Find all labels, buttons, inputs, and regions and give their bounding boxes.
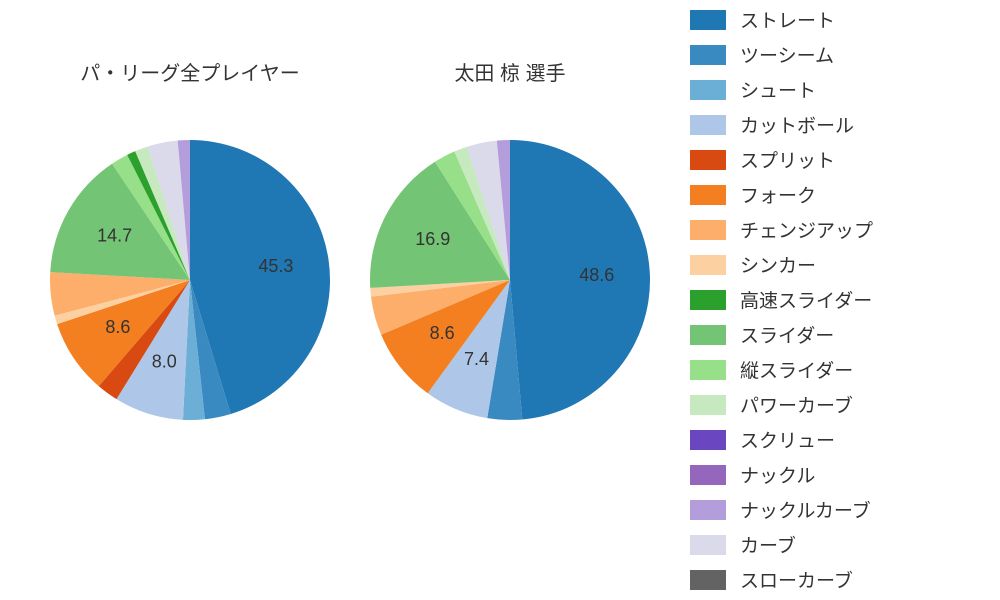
legend-item: カーブ — [690, 527, 990, 562]
legend-label: スプリット — [740, 146, 835, 173]
legend-label: 縦スライダー — [740, 356, 853, 383]
legend-label: ナックルカーブ — [740, 496, 871, 523]
legend-label: カーブ — [740, 531, 796, 558]
legend-swatch — [690, 465, 726, 485]
slice-value-label: 48.6 — [579, 265, 614, 285]
legend-item: シュート — [690, 72, 990, 107]
legend-swatch — [690, 570, 726, 590]
legend-swatch — [690, 150, 726, 170]
legend-swatch — [690, 10, 726, 30]
legend-item: チェンジアップ — [690, 212, 990, 247]
legend-item: 高速スライダー — [690, 282, 990, 317]
slice-value-label: 8.6 — [430, 323, 455, 343]
legend-item: スプリット — [690, 142, 990, 177]
legend-label: シンカー — [740, 251, 816, 278]
legend-label: パワーカーブ — [740, 391, 853, 418]
legend-item: スライダー — [690, 317, 990, 352]
pie-title: 太田 椋 選手 — [454, 62, 565, 85]
legend-label: スローカーブ — [740, 566, 853, 593]
slice-value-label: 8.0 — [152, 352, 177, 372]
slice-value-label: 45.3 — [258, 256, 293, 276]
legend-label: ストレート — [740, 6, 835, 33]
legend-item: ナックル — [690, 457, 990, 492]
legend-item: ツーシーム — [690, 37, 990, 72]
legend-label: スクリュー — [740, 426, 835, 453]
slice-value-label: 14.7 — [97, 226, 132, 246]
legend-swatch — [690, 220, 726, 240]
legend-item: パワーカーブ — [690, 387, 990, 422]
legend-label: スライダー — [740, 321, 834, 348]
legend-swatch — [690, 500, 726, 520]
legend-item: ストレート — [690, 2, 990, 37]
legend-label: ツーシーム — [740, 41, 834, 68]
legend: ストレートツーシームシュートカットボールスプリットフォークチェンジアップシンカー… — [690, 0, 990, 597]
legend-item: スクリュー — [690, 422, 990, 457]
chart-container: パ・リーグ全プレイヤー 45.3 8.0 8.6 14.7 太田 椋 選手 48.6 7.4 8… — [0, 0, 1000, 600]
legend-swatch — [690, 45, 726, 65]
legend-label: ナックル — [740, 461, 815, 488]
slice-value-label: 7.4 — [464, 349, 489, 369]
legend-swatch — [690, 535, 726, 555]
slice-value-label: 8.6 — [105, 317, 130, 337]
legend-label: シュート — [740, 76, 816, 103]
legend-swatch — [690, 115, 726, 135]
pie-charts-svg: パ・リーグ全プレイヤー 45.3 8.0 8.6 14.7 太田 椋 選手 48.6 7.4 8… — [0, 0, 680, 600]
slice-value-label: 16.9 — [415, 229, 450, 249]
pie-title: パ・リーグ全プレイヤー — [80, 62, 299, 85]
legend-label: フォーク — [740, 181, 816, 208]
legend-label: チェンジアップ — [740, 216, 873, 243]
legend-swatch — [690, 290, 726, 310]
legend-swatch — [690, 80, 726, 100]
legend-item: ナックルカーブ — [690, 492, 990, 527]
legend-label: 高速スライダー — [740, 286, 872, 313]
legend-swatch — [690, 395, 726, 415]
legend-item: フォーク — [690, 177, 990, 212]
legend-swatch — [690, 430, 726, 450]
legend-item: 縦スライダー — [690, 352, 990, 387]
legend-label: カットボール — [740, 111, 854, 138]
legend-swatch — [690, 185, 726, 205]
legend-swatch — [690, 360, 726, 380]
legend-swatch — [690, 325, 726, 345]
legend-item: カットボール — [690, 107, 990, 142]
legend-item: スローカーブ — [690, 562, 990, 597]
legend-swatch — [690, 255, 726, 275]
legend-item: シンカー — [690, 247, 990, 282]
